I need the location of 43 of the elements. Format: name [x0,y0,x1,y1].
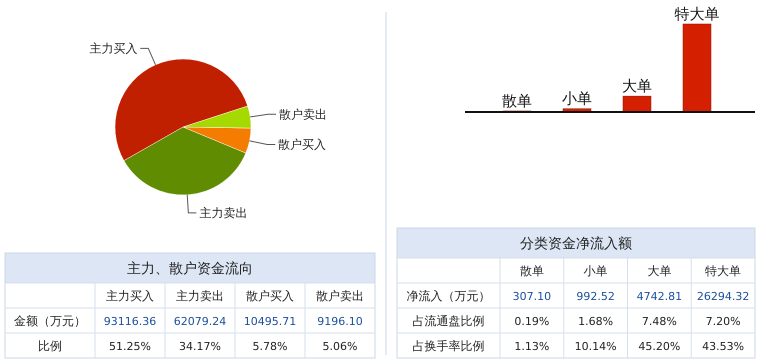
slice-label: 主力买入 [89,41,138,56]
category-label: 主力买入 [106,289,154,303]
text: 1.68% [578,315,614,328]
text: 净流入（万元） [406,289,490,303]
text: 5.78% [252,340,288,353]
category-label: 散单 [502,92,532,110]
slice-label: 主力卖出 [199,206,248,220]
category-label: 特大单 [674,5,720,23]
text: 9196.10 [317,315,363,328]
category-label: 大单 [622,77,652,96]
text: 51.25% [109,340,151,353]
x-tick-label: 特大单 [705,264,742,278]
data-label: 307.10 [512,290,552,303]
data-label: 992.52 [576,290,615,303]
text: 10495.71 [244,315,296,328]
category-label: 主力卖出 [176,289,224,303]
text: 占流通盘比例 [412,314,484,328]
text: 1.13% [514,340,550,353]
data-label: 26294.32 [696,290,750,303]
category-label: 散户买入 [246,289,294,303]
text: 34.17% [179,340,221,353]
text: 10.14% [574,340,617,353]
text: 5.06% [322,340,358,353]
text: 0.19% [514,315,550,328]
text: 45.20% [638,340,680,353]
text: 7.20% [706,315,741,328]
text: 分类资金净流入额 [520,236,632,252]
text: 7.48% [642,315,677,328]
category-label: 散户卖出 [316,289,364,303]
x-tick-label: 小单 [584,264,608,278]
x-tick-label: 大单 [647,264,672,278]
text: 93116.36 [104,315,156,328]
text: 金额（万元） [14,314,86,328]
x-tick-label: 散单 [520,264,544,278]
text: 主力、散户资金流向 [127,261,253,277]
category-label: 小单 [562,90,592,108]
slice-label: 散户卖出 [279,107,328,122]
text: 43.53% [702,340,744,353]
data-label: 4742.81 [636,290,682,303]
text: 62079.24 [174,315,226,328]
slice-label: 散户买入 [278,137,326,152]
text: 占换手率比例 [412,339,484,353]
text: 比例 [38,339,62,353]
